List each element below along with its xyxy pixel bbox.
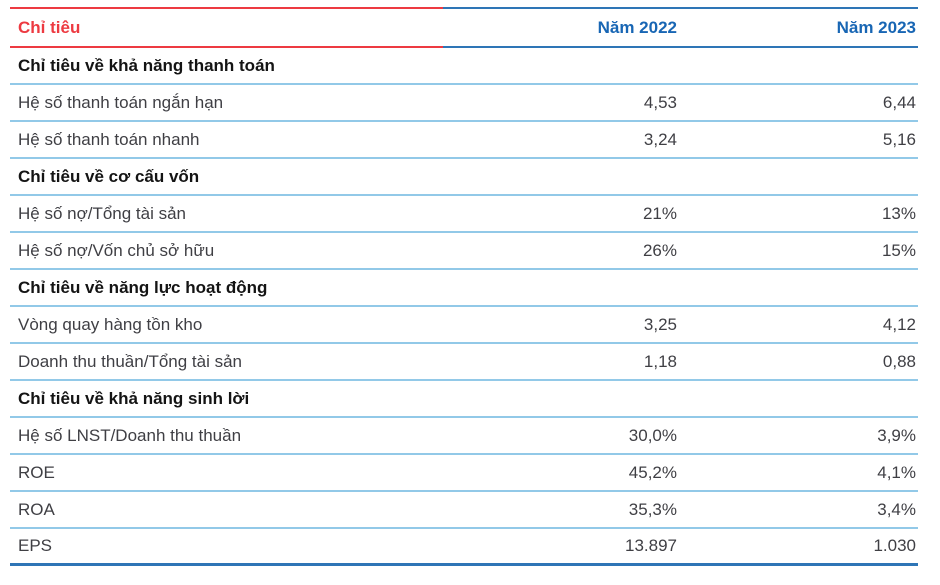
table-row: ROE 45,2% 4,1% (10, 455, 918, 492)
row-label: Hệ số LNST/Doanh thu thuần (18, 425, 242, 445)
value-2022: 45,2% (628, 462, 677, 482)
column-header-year-2023: Năm 2023 (678, 7, 918, 48)
value-2023: 3,9% (877, 425, 916, 445)
value-2022: 13.897 (625, 536, 677, 555)
section-title: Chỉ tiêu về cơ cấu vốn (18, 166, 200, 186)
value-2022: 26% (642, 240, 677, 260)
row-label: Hệ số nợ/Vốn chủ sở hữu (18, 240, 215, 260)
value-2023: 4,12 (882, 314, 916, 334)
section-title: Chỉ tiêu về khả năng sinh lời (18, 388, 250, 408)
table-header-row: Chỉ tiêu Năm 2022 Năm 2023 (10, 7, 918, 48)
value-2023: 5,16 (882, 129, 916, 149)
section-title: Chỉ tiêu về khả năng thanh toán (18, 55, 275, 75)
section-header-profitability: Chỉ tiêu về khả năng sinh lời (10, 381, 918, 418)
value-2023: 1.030 (873, 536, 916, 555)
value-2022: 21% (642, 203, 677, 223)
row-label: Hệ số thanh toán nhanh (18, 129, 200, 149)
section-title: Chỉ tiêu về năng lực hoạt động (18, 277, 268, 297)
value-2022: 3,24 (643, 129, 677, 149)
table-row: Vòng quay hàng tồn kho 3,25 4,12 (10, 307, 918, 344)
column-header-year-2022: Năm 2022 (443, 7, 678, 48)
value-2023: 3,4% (877, 499, 916, 519)
value-2023: 4,1% (877, 462, 916, 482)
row-label: EPS (18, 536, 53, 555)
table-row: Doanh thu thuần/Tổng tài sản 1,18 0,88 (10, 344, 918, 381)
row-label: Vòng quay hàng tồn kho (18, 314, 203, 334)
value-2023: 13% (881, 203, 916, 223)
section-header-capital-structure: Chỉ tiêu về cơ cấu vốn (10, 159, 918, 196)
value-2022: 4,53 (643, 92, 677, 112)
value-2022: 1,18 (643, 351, 677, 371)
value-2022: 30,0% (628, 425, 677, 445)
section-header-liquidity: Chỉ tiêu về khả năng thanh toán (10, 48, 918, 85)
table-row: Hệ số nợ/Vốn chủ sở hữu 26% 15% (10, 233, 918, 270)
value-2023: 15% (881, 240, 916, 260)
table-row: Hệ số LNST/Doanh thu thuần 30,0% 3,9% (10, 418, 918, 455)
value-2022: 3,25 (643, 314, 677, 334)
row-label: Hệ số thanh toán ngắn hạn (18, 92, 224, 112)
section-header-operating-capacity: Chỉ tiêu về năng lực hoạt động (10, 270, 918, 307)
value-2023: 6,44 (882, 92, 916, 112)
row-label: ROE (18, 462, 55, 482)
financial-indicators-table: Chỉ tiêu Năm 2022 Năm 2023 Chỉ tiêu về k… (10, 7, 918, 566)
table-row: Hệ số nợ/Tổng tài sản 21% 13% (10, 196, 918, 233)
column-header-category: Chỉ tiêu (10, 7, 443, 48)
row-label: Doanh thu thuần/Tổng tài sản (18, 351, 242, 371)
table-row: EPS 13.897 1.030 (10, 529, 918, 566)
row-label: Hệ số nợ/Tổng tài sản (18, 203, 187, 223)
row-label: ROA (18, 499, 55, 519)
table-row: Hệ số thanh toán nhanh 3,24 5,16 (10, 122, 918, 159)
table-row: ROA 35,3% 3,4% (10, 492, 918, 529)
table-row: Hệ số thanh toán ngắn hạn 4,53 6,44 (10, 85, 918, 122)
value-2023: 0,88 (882, 351, 916, 371)
value-2022: 35,3% (628, 499, 677, 519)
